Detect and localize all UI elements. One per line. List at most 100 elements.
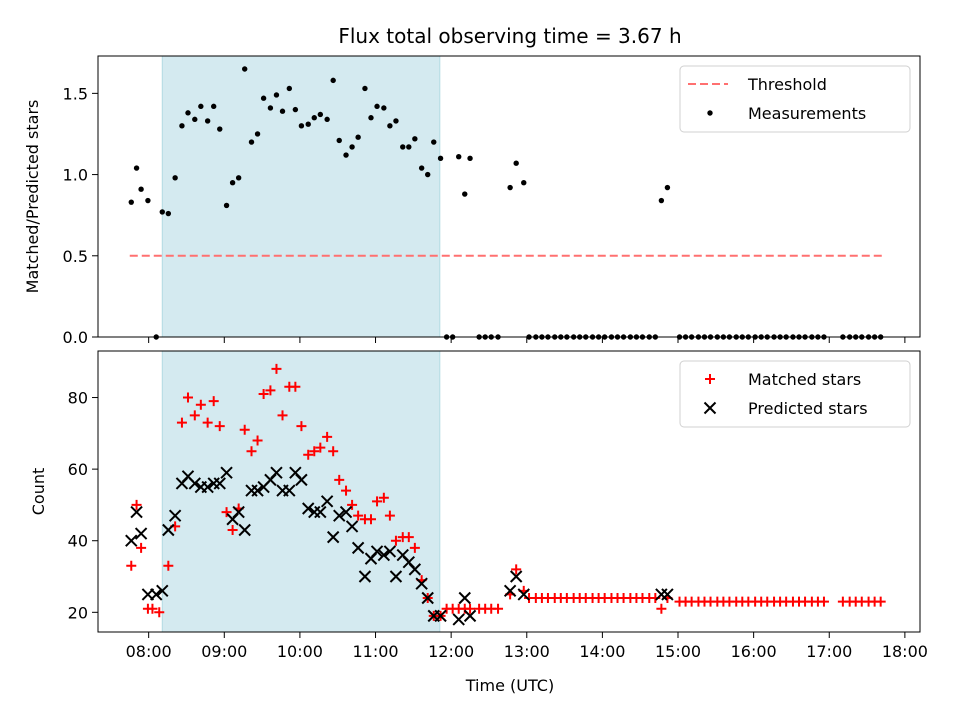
matched-star-point	[656, 603, 667, 614]
measurement-point	[418, 165, 425, 171]
matched-star-point	[147, 603, 158, 614]
measurement-point	[521, 179, 527, 186]
measurement-point	[381, 105, 387, 111]
predicted-star-point	[168, 509, 182, 522]
predicted-star-point	[463, 609, 477, 623]
measurement-point	[324, 116, 330, 123]
measurement-point	[330, 77, 336, 84]
axes-frame	[97, 350, 921, 633]
predicted-star-point	[458, 591, 471, 605]
legend-box	[679, 65, 911, 133]
matched-star-point	[322, 431, 333, 442]
predicted-star-point	[358, 570, 372, 583]
matched-star-point	[315, 442, 326, 453]
measurement-point	[387, 123, 393, 129]
measurement-point	[235, 175, 242, 181]
matched-star-point	[258, 388, 269, 399]
x-tick-label: 11:00	[352, 642, 398, 661]
matched-star-point	[182, 392, 193, 403]
matched-star-point	[252, 435, 263, 446]
predicted-star-point	[383, 545, 397, 558]
measurement-point	[273, 92, 280, 98]
measurement-point	[317, 111, 324, 118]
measurement-point	[462, 191, 468, 197]
measurement-point	[145, 197, 151, 204]
x-tick-label: 12:00	[428, 642, 474, 661]
x-axis-label: Time (UTC)	[465, 676, 554, 695]
measurement-point	[254, 131, 261, 137]
matched-star-point	[328, 446, 339, 457]
measurement-point	[456, 154, 462, 160]
matched-star-point	[409, 542, 420, 553]
measurement-point	[298, 123, 305, 129]
chart-title: Flux total observing time = 3.67 h	[338, 24, 681, 48]
predicted-star-point	[421, 591, 434, 605]
predicted-star-point	[503, 584, 517, 598]
legend-label: Predicted stars	[748, 399, 868, 418]
measurement-point	[248, 139, 255, 145]
measurement-point	[279, 108, 286, 114]
matched-star-point	[195, 399, 206, 410]
matched-star-point	[403, 532, 414, 543]
predicted-star-point	[333, 509, 346, 522]
predicted-star-point	[408, 563, 422, 576]
measurement-point	[138, 186, 144, 192]
predicted-star-point	[326, 530, 340, 544]
matched-star-point	[271, 363, 282, 374]
measurement-point	[192, 116, 198, 123]
matched-star-point	[296, 421, 307, 432]
measurement-point	[658, 197, 665, 204]
predicted-star-point	[351, 541, 365, 555]
x-tick-label: 09:00	[201, 642, 247, 661]
measurement-point	[128, 199, 134, 205]
legend-marker	[707, 110, 713, 116]
y-tick-label: 0.0	[63, 328, 88, 347]
measurement-point	[393, 118, 399, 124]
measurement-point	[467, 155, 473, 162]
predicted-star-point	[509, 570, 523, 583]
measurement-point	[211, 103, 217, 110]
matched-star-point	[511, 564, 522, 575]
predicted-star-point	[389, 570, 403, 583]
y-tick-label: 60	[68, 460, 88, 479]
predicted-star-point	[220, 466, 233, 479]
x-tick-label: 15:00	[655, 642, 701, 661]
measurement-point	[260, 95, 267, 101]
x-tick-label: 17:00	[806, 642, 852, 661]
predicted-star-point	[434, 609, 447, 623]
x-tick-label: 08:00	[126, 642, 172, 661]
matched-star-point	[239, 424, 250, 435]
predicted-star-point	[156, 584, 169, 598]
predicted-star-point	[130, 505, 143, 519]
matched-star-point	[309, 446, 320, 457]
measurement-point	[242, 66, 248, 72]
matched-star-point	[390, 535, 401, 546]
measurement-point	[286, 85, 293, 92]
matched-star-point	[365, 514, 376, 525]
matched-star-point	[126, 560, 137, 571]
predicted-star-point	[188, 477, 202, 490]
predicted-star-point	[377, 548, 391, 562]
matched-star-point	[176, 417, 187, 428]
measurement-point	[343, 152, 349, 158]
measurement-point	[513, 160, 519, 166]
x-tick-label: 18:00	[882, 642, 928, 661]
measurement-point	[159, 209, 165, 215]
legend-label: Matched stars	[748, 370, 861, 389]
measurement-point	[311, 115, 317, 121]
measurement-point	[217, 126, 223, 132]
measurement-point	[349, 144, 355, 150]
y-axis-label: Matched/Predicted stars	[23, 100, 42, 294]
x-tick-label: 10:00	[277, 642, 323, 661]
matched-star-point	[875, 596, 886, 607]
matched-star-point	[493, 603, 504, 614]
measurement-point	[172, 175, 178, 181]
matched-star-point	[221, 507, 232, 518]
predicted-star-point	[320, 495, 334, 508]
predicted-star-point	[238, 523, 251, 537]
y-tick-label: 1.5	[63, 84, 88, 103]
legend-label: Measurements	[748, 104, 866, 123]
predicted-star-point	[370, 545, 384, 558]
measurement-point	[292, 106, 299, 113]
matched-star-point	[818, 596, 829, 607]
